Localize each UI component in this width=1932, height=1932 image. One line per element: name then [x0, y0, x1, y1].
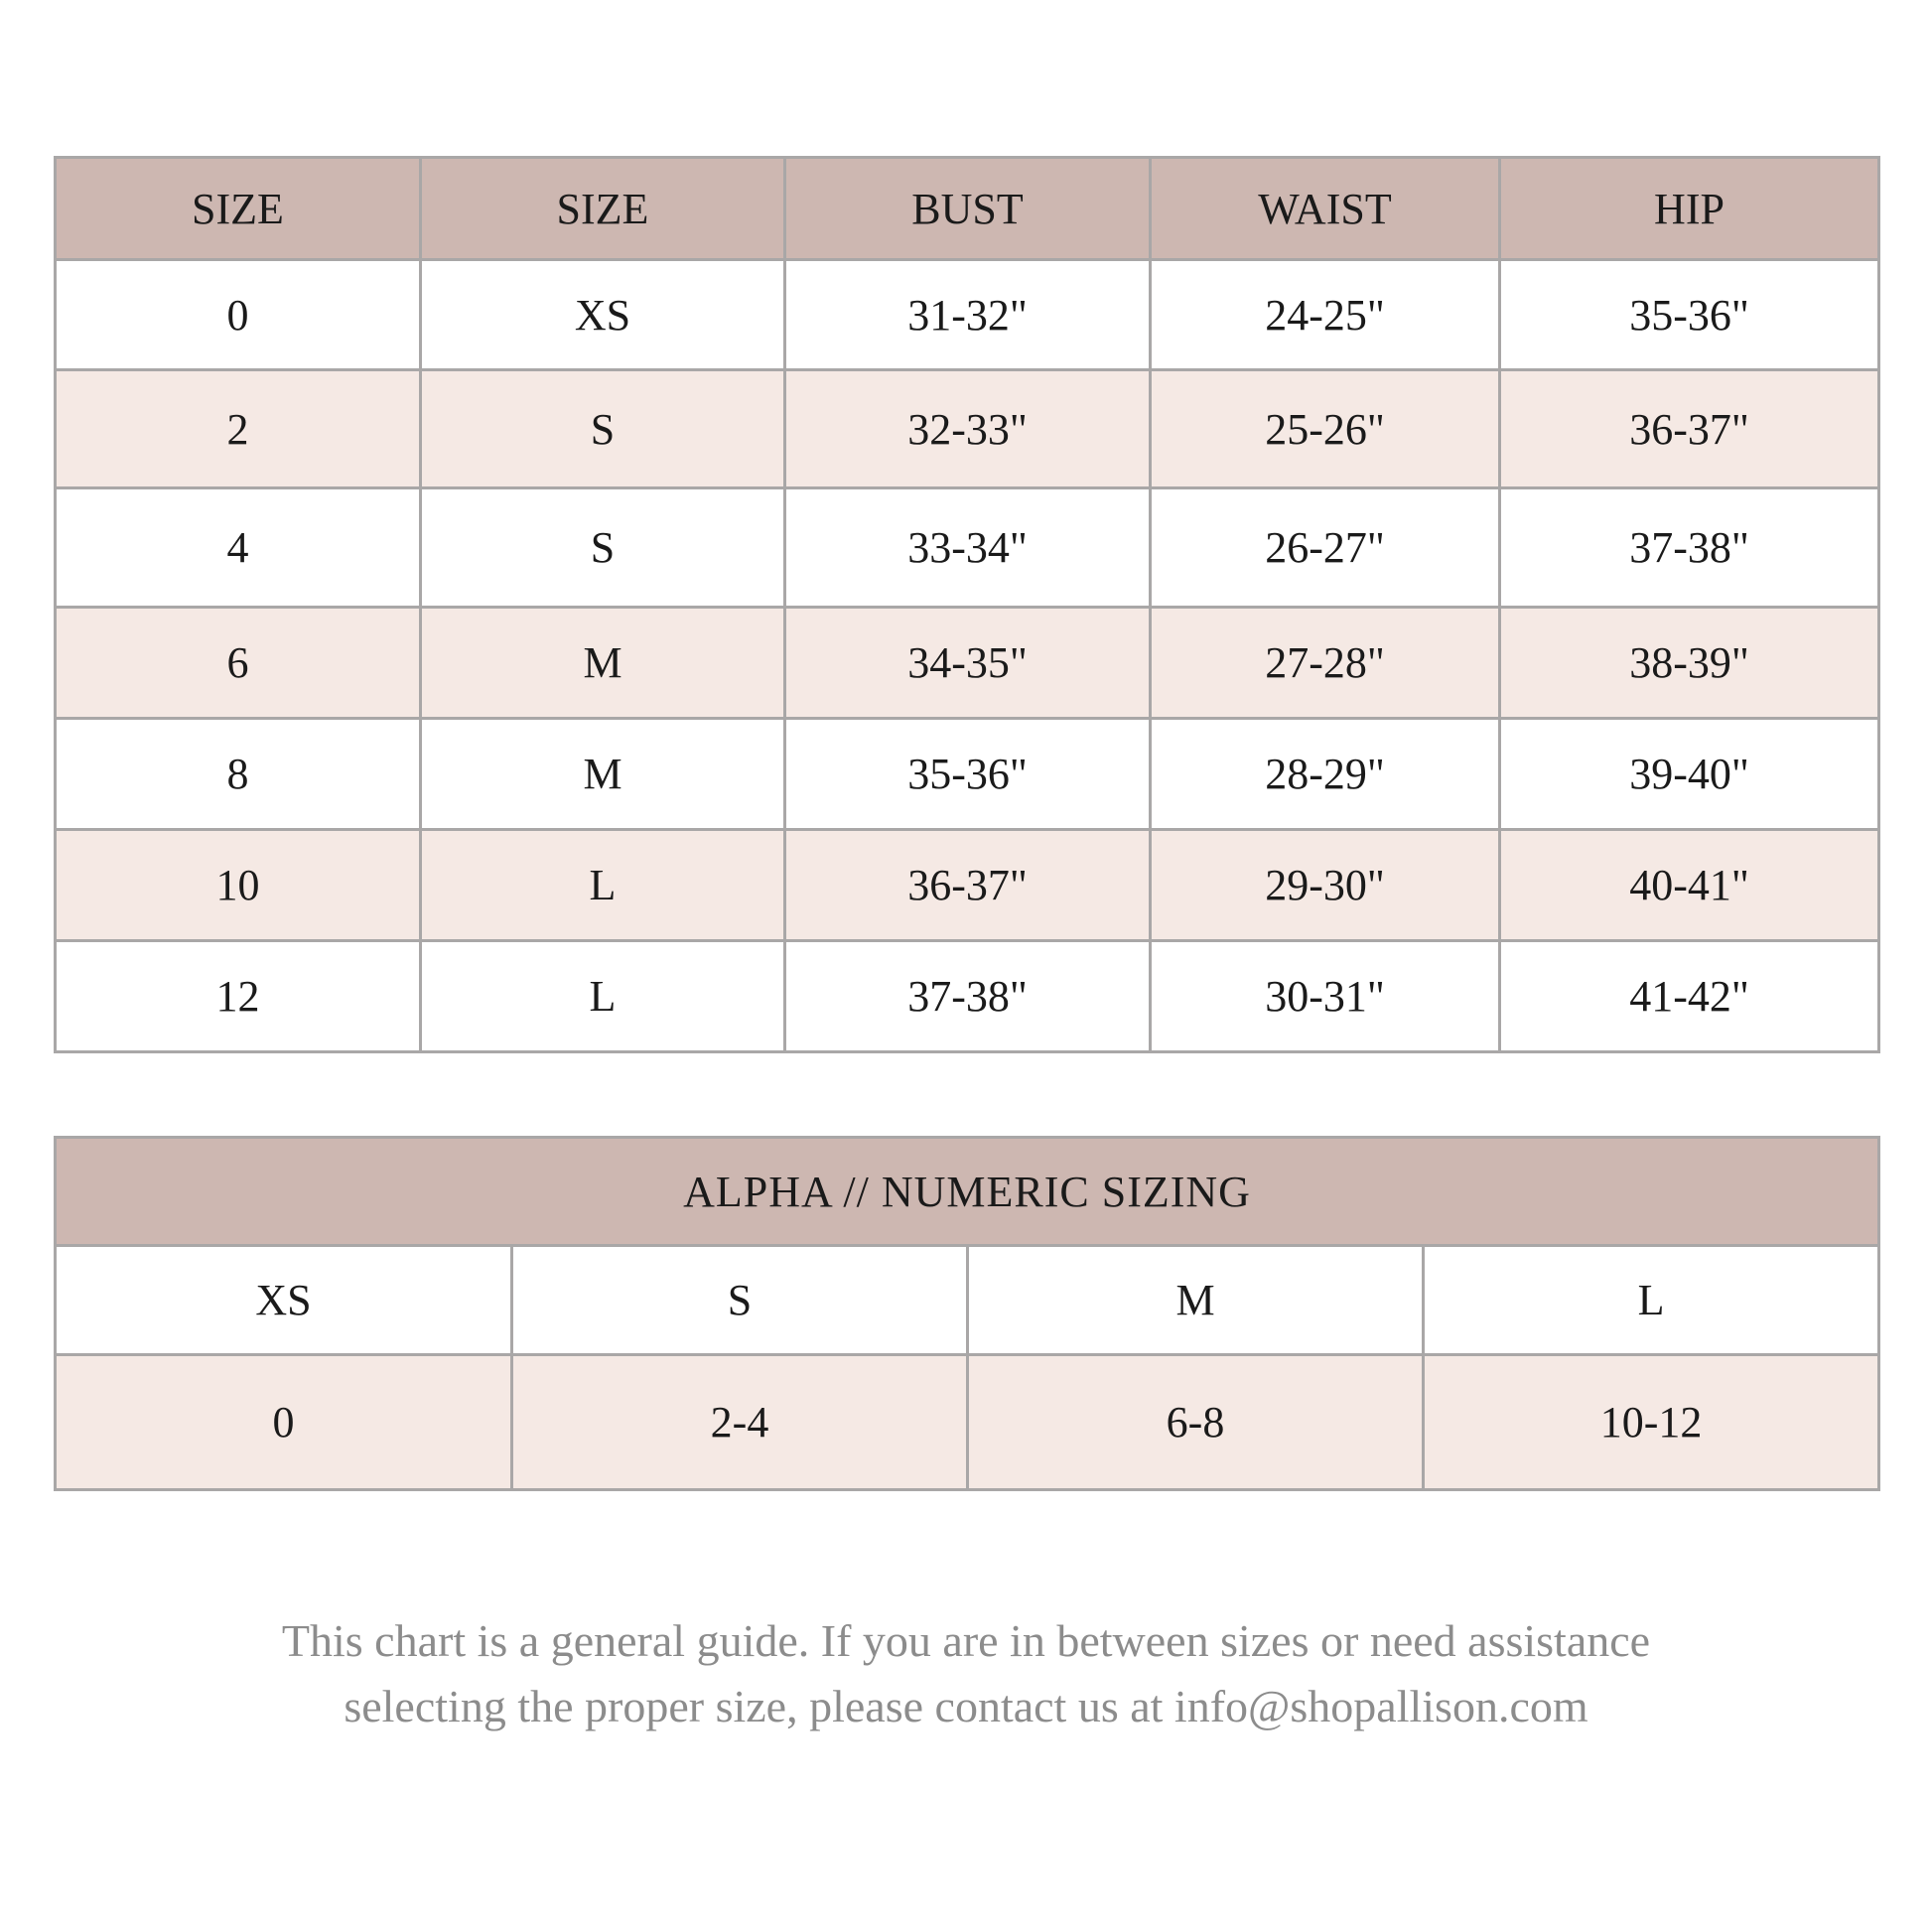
hip-cell: 41-42": [1498, 939, 1880, 1053]
size-chart-table: SIZE SIZE BUST WAIST HIP 0 XS 31-32" 24-25"…: [54, 156, 1880, 1053]
waist-cell: 27-28": [1149, 606, 1501, 720]
alpha-numeric-table: ALPHA // NUMERIC SIZING XS S M L 0 2-4 6…: [53, 1136, 1881, 1491]
bust-cell: 33-34": [783, 486, 1152, 609]
table-row: 4 S 33-34" 26-27" 37-38": [54, 486, 1880, 609]
alpha-cell: L: [1421, 1244, 1881, 1356]
size-alpha-cell: M: [419, 606, 786, 720]
table-row: 8 M 35-36" 28-29" 39-40": [54, 717, 1880, 831]
table-row: 12 L 37-38" 30-31" 41-42": [54, 939, 1880, 1053]
waist-cell: 30-31": [1149, 939, 1501, 1053]
numeric-cell: 2-4: [510, 1353, 969, 1491]
hip-cell: 38-39": [1498, 606, 1880, 720]
size-numeric-cell: 0: [54, 258, 422, 371]
alpha-cell: XS: [54, 1244, 513, 1356]
bust-cell: 32-33": [783, 368, 1152, 489]
bust-cell: 34-35": [783, 606, 1152, 720]
hip-cell: 36-37": [1498, 368, 1880, 489]
bust-cell: 35-36": [783, 717, 1152, 831]
header-size-alpha: SIZE: [419, 156, 786, 261]
alpha-cell: S: [510, 1244, 969, 1356]
alpha-row: XS S M L: [54, 1244, 1881, 1356]
footer-line-1: This chart is a general guide. If you ar…: [281, 1615, 1651, 1666]
size-alpha-cell: S: [419, 368, 786, 489]
hip-cell: 37-38": [1498, 486, 1880, 609]
footer-line-2: selecting the proper size, please contac…: [344, 1681, 1588, 1731]
alpha-cell: M: [966, 1244, 1425, 1356]
bust-cell: 37-38": [783, 939, 1152, 1053]
size-alpha-cell: S: [419, 486, 786, 609]
footer-note: This chart is a general guide. If you ar…: [0, 1608, 1932, 1739]
size-numeric-cell: 6: [54, 606, 422, 720]
header-waist: WAIST: [1149, 156, 1501, 261]
waist-cell: 24-25": [1149, 258, 1501, 371]
header-bust: BUST: [783, 156, 1152, 261]
numeric-row: 0 2-4 6-8 10-12: [54, 1353, 1881, 1491]
alpha-numeric-title: ALPHA // NUMERIC SIZING: [53, 1136, 1881, 1247]
table-row: 10 L 36-37" 29-30" 40-41": [54, 828, 1880, 942]
hip-cell: 39-40": [1498, 717, 1880, 831]
size-chart-header-row: SIZE SIZE BUST WAIST HIP: [54, 156, 1880, 261]
size-numeric-cell: 2: [54, 368, 422, 489]
waist-cell: 28-29": [1149, 717, 1501, 831]
size-numeric-cell: 12: [54, 939, 422, 1053]
hip-cell: 40-41": [1498, 828, 1880, 942]
header-hip: HIP: [1498, 156, 1880, 261]
bust-cell: 31-32": [783, 258, 1152, 371]
size-alpha-cell: L: [419, 939, 786, 1053]
size-numeric-cell: 4: [54, 486, 422, 609]
table-row: 6 M 34-35" 27-28" 38-39": [54, 606, 1880, 720]
numeric-cell: 0: [54, 1353, 513, 1491]
size-numeric-cell: 10: [54, 828, 422, 942]
header-size-numeric: SIZE: [54, 156, 422, 261]
size-alpha-cell: XS: [419, 258, 786, 371]
size-alpha-cell: M: [419, 717, 786, 831]
waist-cell: 29-30": [1149, 828, 1501, 942]
table-row: 2 S 32-33" 25-26" 36-37": [54, 368, 1880, 489]
bust-cell: 36-37": [783, 828, 1152, 942]
size-numeric-cell: 8: [54, 717, 422, 831]
numeric-cell: 10-12: [1421, 1353, 1881, 1491]
waist-cell: 26-27": [1149, 486, 1501, 609]
waist-cell: 25-26": [1149, 368, 1501, 489]
table-row: 0 XS 31-32" 24-25" 35-36": [54, 258, 1880, 371]
size-alpha-cell: L: [419, 828, 786, 942]
numeric-cell: 6-8: [966, 1353, 1425, 1491]
hip-cell: 35-36": [1498, 258, 1880, 371]
